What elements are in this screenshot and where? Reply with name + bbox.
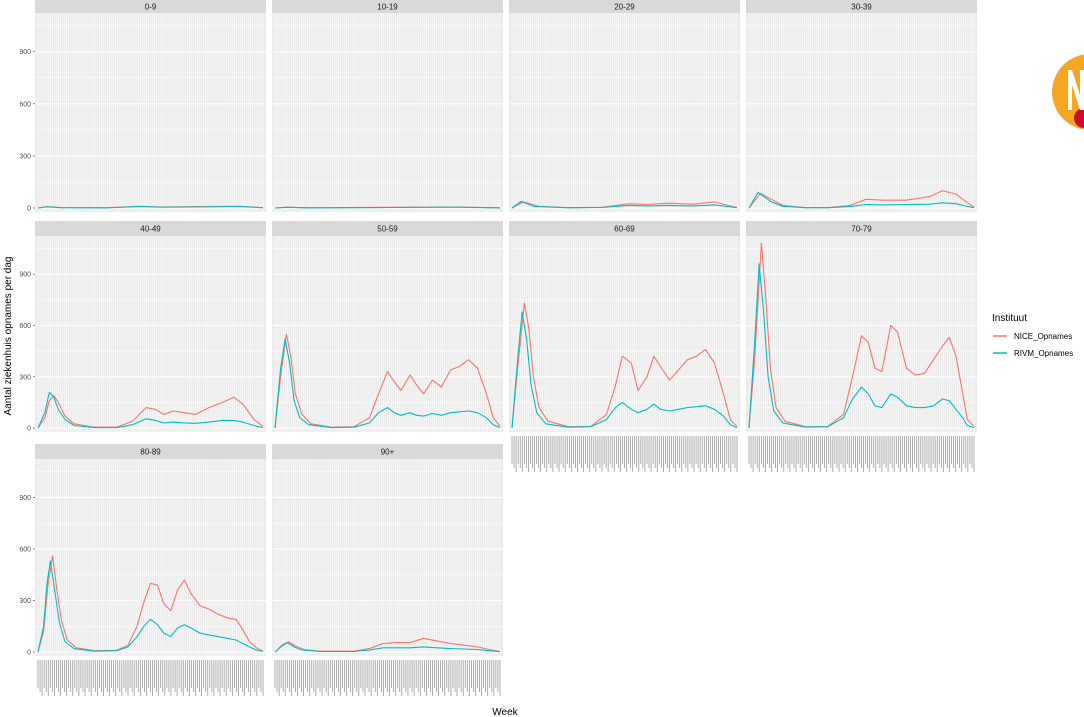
series-line-NICE_Opnames [274,637,501,653]
legend-title: Instituut [992,313,1027,324]
y-tick-label: 0 [27,206,31,213]
y-tick-label: 300 [19,598,31,605]
facet-strip [746,0,977,13]
logo-fragment [1052,54,1084,130]
facet-panel-70-79: 70-79 [746,221,977,472]
y-tick-label: 600 [19,323,31,330]
facet-strip [35,444,266,459]
facet-strip [272,444,503,459]
facet-panel-60-69: 60-69 [509,221,740,472]
facet-panel-30-39: 30-39 [746,0,977,212]
facet-panel-0-9: 0-9 0 300 600 900 [19,0,266,213]
series-line-RIVM_Opnames [37,391,264,429]
series-line-NICE_Opnames [37,395,264,429]
facet-strip-label: 20-29 [614,3,635,12]
facet-strip [272,221,503,236]
y-tick-label: 900 [19,272,31,279]
panels-layer: 0-9 0 300 600 900 10-19 20-29 30-39 40-49 0 300 600… [19,0,977,696]
facet-strip [35,221,266,236]
facet-strip-label: 40-49 [140,225,161,234]
series-line-NICE_Opnames [748,242,975,429]
legend-item-rivm: RIVM_Opnames [993,349,1073,358]
facet-panel-50-59: 50-59 [272,221,503,432]
facet-strip-label: 90+ [381,448,395,457]
facet-strip-label: 80-89 [140,448,161,457]
series-line-RIVM_Opnames [511,311,738,429]
series-line-RIVM_Opnames [748,263,975,429]
series-line-RIVM_Opnames [274,642,501,653]
y-tick-label: 0 [27,426,31,433]
series-line-RIVM_Opnames [511,200,738,209]
legend-item-nice: NICE_Opnames [993,332,1072,341]
facet-panel-90+: 90+ [272,444,503,696]
facet-panel-10-19: 10-19 [272,0,503,212]
facet-strip-label: 70-79 [851,225,872,234]
y-tick-label: 0 [27,650,31,657]
series-line-NICE_Opnames [274,333,501,429]
facet-strip-label: 0-9 [145,3,157,12]
series-line-RIVM_Opnames [37,206,264,209]
series-line-NICE_Opnames [511,302,738,429]
facet-strip [35,0,266,13]
y-axis-title: Aantal ziekenhuis opnames per dag [3,257,14,416]
facet-strip-label: 60-69 [614,225,635,234]
y-tick-label: 600 [19,101,31,108]
series-line-RIVM_Opnames [37,560,264,653]
facet-strip [272,0,503,13]
facet-strip-label: 50-59 [377,225,398,234]
legend: Instituut NICE_Opnames RIVM_Opnames [992,313,1073,358]
series-line-RIVM_Opnames [748,191,975,209]
facet-strip [746,221,977,236]
facet-panel-20-29: 20-29 [509,0,740,212]
y-tick-label: 600 [19,546,31,553]
legend-label-nice: NICE_Opnames [1014,332,1072,341]
y-tick-label: 300 [19,374,31,381]
y-tick-label: 900 [19,495,31,502]
facet-panel-80-89: 80-89 0 300 600 900 [19,444,266,696]
series-line-RIVM_Opnames [274,206,501,209]
y-tick-label: 900 [19,49,31,56]
legend-label-rivm: RIVM_Opnames [1014,349,1073,358]
facet-strip-label: 30-39 [851,3,872,12]
series-line-NICE_Opnames [37,555,264,653]
facet-panel-40-49: 40-49 0 300 600 900 [19,221,266,433]
series-line-NICE_Opnames [748,190,975,209]
series-line-NICE_Opnames [511,201,738,209]
x-axis-title: Week [492,707,518,717]
y-tick-label: 300 [19,153,31,160]
series-line-RIVM_Opnames [274,338,501,429]
facet-strip [509,0,740,13]
facet-strip [509,221,740,236]
facet-strip-label: 10-19 [377,3,398,12]
